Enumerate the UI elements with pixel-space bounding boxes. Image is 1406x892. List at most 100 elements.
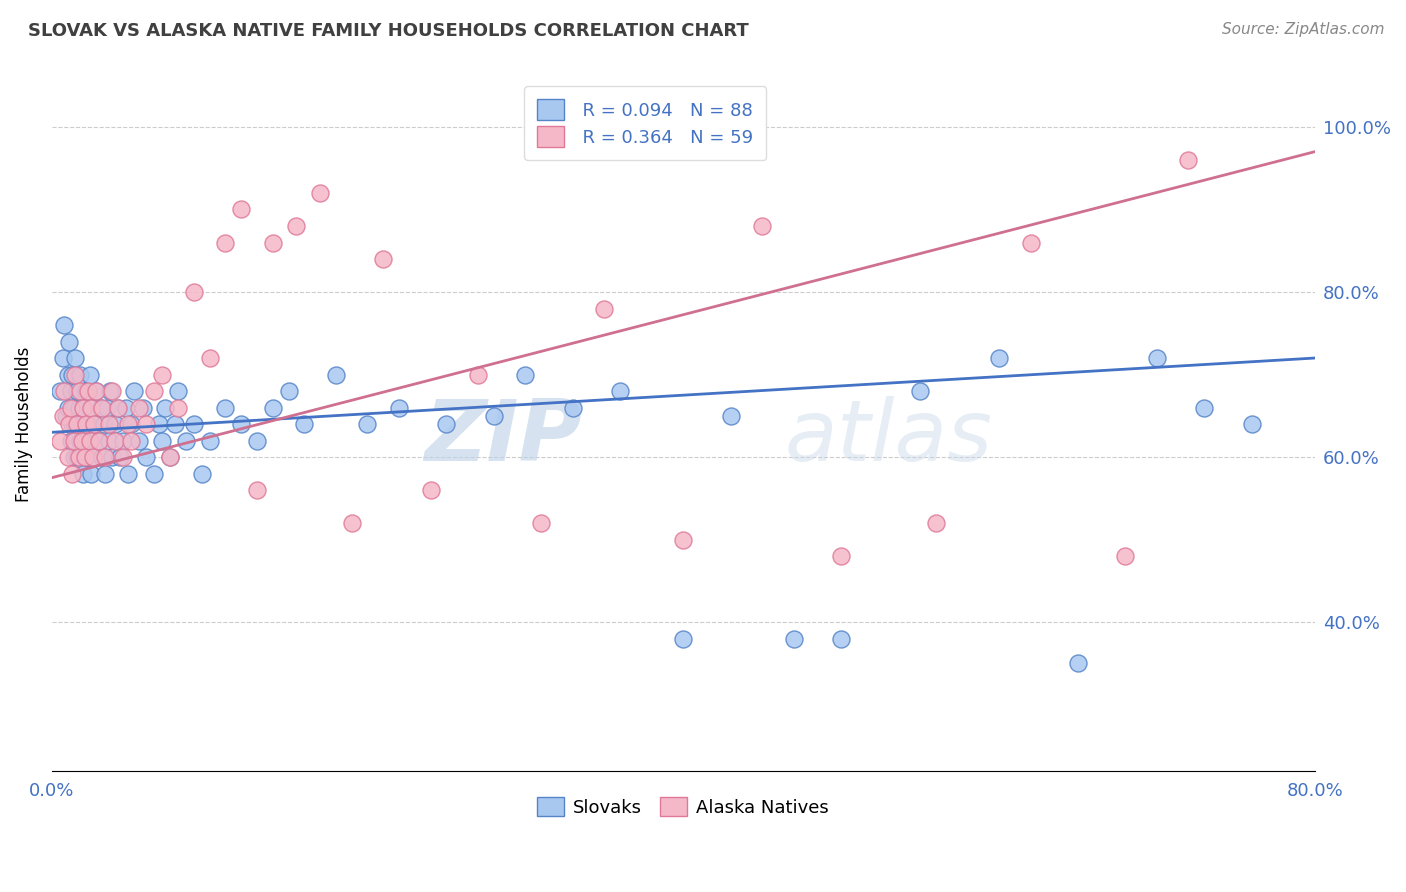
- Point: [246, 434, 269, 448]
- Point: [56, 401, 79, 415]
- Point: [77, 417, 100, 431]
- Point: [104, 417, 127, 431]
- Point: [167, 384, 190, 398]
- Point: [262, 401, 284, 415]
- Point: [53, 318, 76, 332]
- Point: [52, 409, 75, 423]
- Point: [325, 368, 347, 382]
- Point: [183, 285, 205, 299]
- Point: [76, 450, 98, 464]
- Point: [214, 401, 236, 415]
- Point: [59, 384, 82, 398]
- Point: [783, 632, 806, 646]
- Point: [77, 384, 100, 398]
- Point: [91, 401, 114, 415]
- Point: [97, 434, 120, 448]
- Point: [94, 450, 117, 464]
- Point: [80, 401, 103, 415]
- Point: [100, 384, 122, 398]
- Point: [987, 351, 1010, 365]
- Point: [59, 401, 82, 415]
- Point: [53, 384, 76, 398]
- Point: [79, 368, 101, 382]
- Legend: Slovaks, Alaska Natives: Slovaks, Alaska Natives: [530, 790, 837, 824]
- Point: [72, 467, 94, 481]
- Point: [135, 417, 157, 431]
- Point: [91, 450, 114, 464]
- Point: [94, 467, 117, 481]
- Point: [436, 417, 458, 431]
- Point: [73, 434, 96, 448]
- Point: [67, 401, 90, 415]
- Point: [56, 450, 79, 464]
- Point: [93, 417, 115, 431]
- Point: [309, 186, 332, 200]
- Point: [285, 219, 308, 233]
- Point: [76, 384, 98, 398]
- Point: [214, 235, 236, 250]
- Point: [122, 384, 145, 398]
- Point: [111, 434, 134, 448]
- Point: [132, 401, 155, 415]
- Point: [198, 434, 221, 448]
- Text: ZIP: ZIP: [425, 396, 582, 479]
- Point: [70, 417, 93, 431]
- Point: [183, 417, 205, 431]
- Point: [72, 401, 94, 415]
- Point: [48, 434, 70, 448]
- Point: [143, 467, 166, 481]
- Point: [117, 417, 139, 431]
- Point: [340, 516, 363, 530]
- Point: [108, 450, 131, 464]
- Point: [1177, 153, 1199, 167]
- Point: [115, 401, 138, 415]
- Text: SLOVAK VS ALASKA NATIVE FAMILY HOUSEHOLDS CORRELATION CHART: SLOVAK VS ALASKA NATIVE FAMILY HOUSEHOLD…: [28, 22, 749, 40]
- Y-axis label: Family Households: Family Households: [15, 346, 32, 502]
- Point: [198, 351, 221, 365]
- Point: [1019, 235, 1042, 250]
- Point: [292, 417, 315, 431]
- Point: [111, 450, 134, 464]
- Point: [100, 450, 122, 464]
- Point: [609, 384, 631, 398]
- Point: [174, 434, 197, 448]
- Point: [84, 384, 107, 398]
- Point: [87, 434, 110, 448]
- Point: [246, 483, 269, 497]
- Point: [98, 384, 121, 398]
- Point: [69, 434, 91, 448]
- Point: [97, 417, 120, 431]
- Point: [672, 632, 695, 646]
- Point: [66, 417, 89, 431]
- Point: [190, 467, 212, 481]
- Point: [107, 401, 129, 415]
- Point: [1114, 549, 1136, 563]
- Point: [59, 434, 82, 448]
- Point: [163, 417, 186, 431]
- Point: [830, 632, 852, 646]
- Point: [135, 450, 157, 464]
- Point: [231, 417, 253, 431]
- Point: [148, 417, 170, 431]
- Point: [262, 235, 284, 250]
- Point: [76, 417, 98, 431]
- Point: [60, 368, 83, 382]
- Point: [277, 384, 299, 398]
- Point: [159, 450, 181, 464]
- Point: [150, 434, 173, 448]
- Point: [84, 384, 107, 398]
- Point: [65, 351, 87, 365]
- Point: [1192, 401, 1215, 415]
- Point: [87, 434, 110, 448]
- Point: [720, 409, 742, 423]
- Point: [55, 409, 77, 423]
- Point: [72, 401, 94, 415]
- Point: [120, 434, 142, 448]
- Point: [70, 434, 93, 448]
- Point: [65, 368, 87, 382]
- Point: [63, 401, 86, 415]
- Point: [117, 467, 139, 481]
- Point: [82, 450, 104, 464]
- Text: Source: ZipAtlas.com: Source: ZipAtlas.com: [1222, 22, 1385, 37]
- Point: [751, 219, 773, 233]
